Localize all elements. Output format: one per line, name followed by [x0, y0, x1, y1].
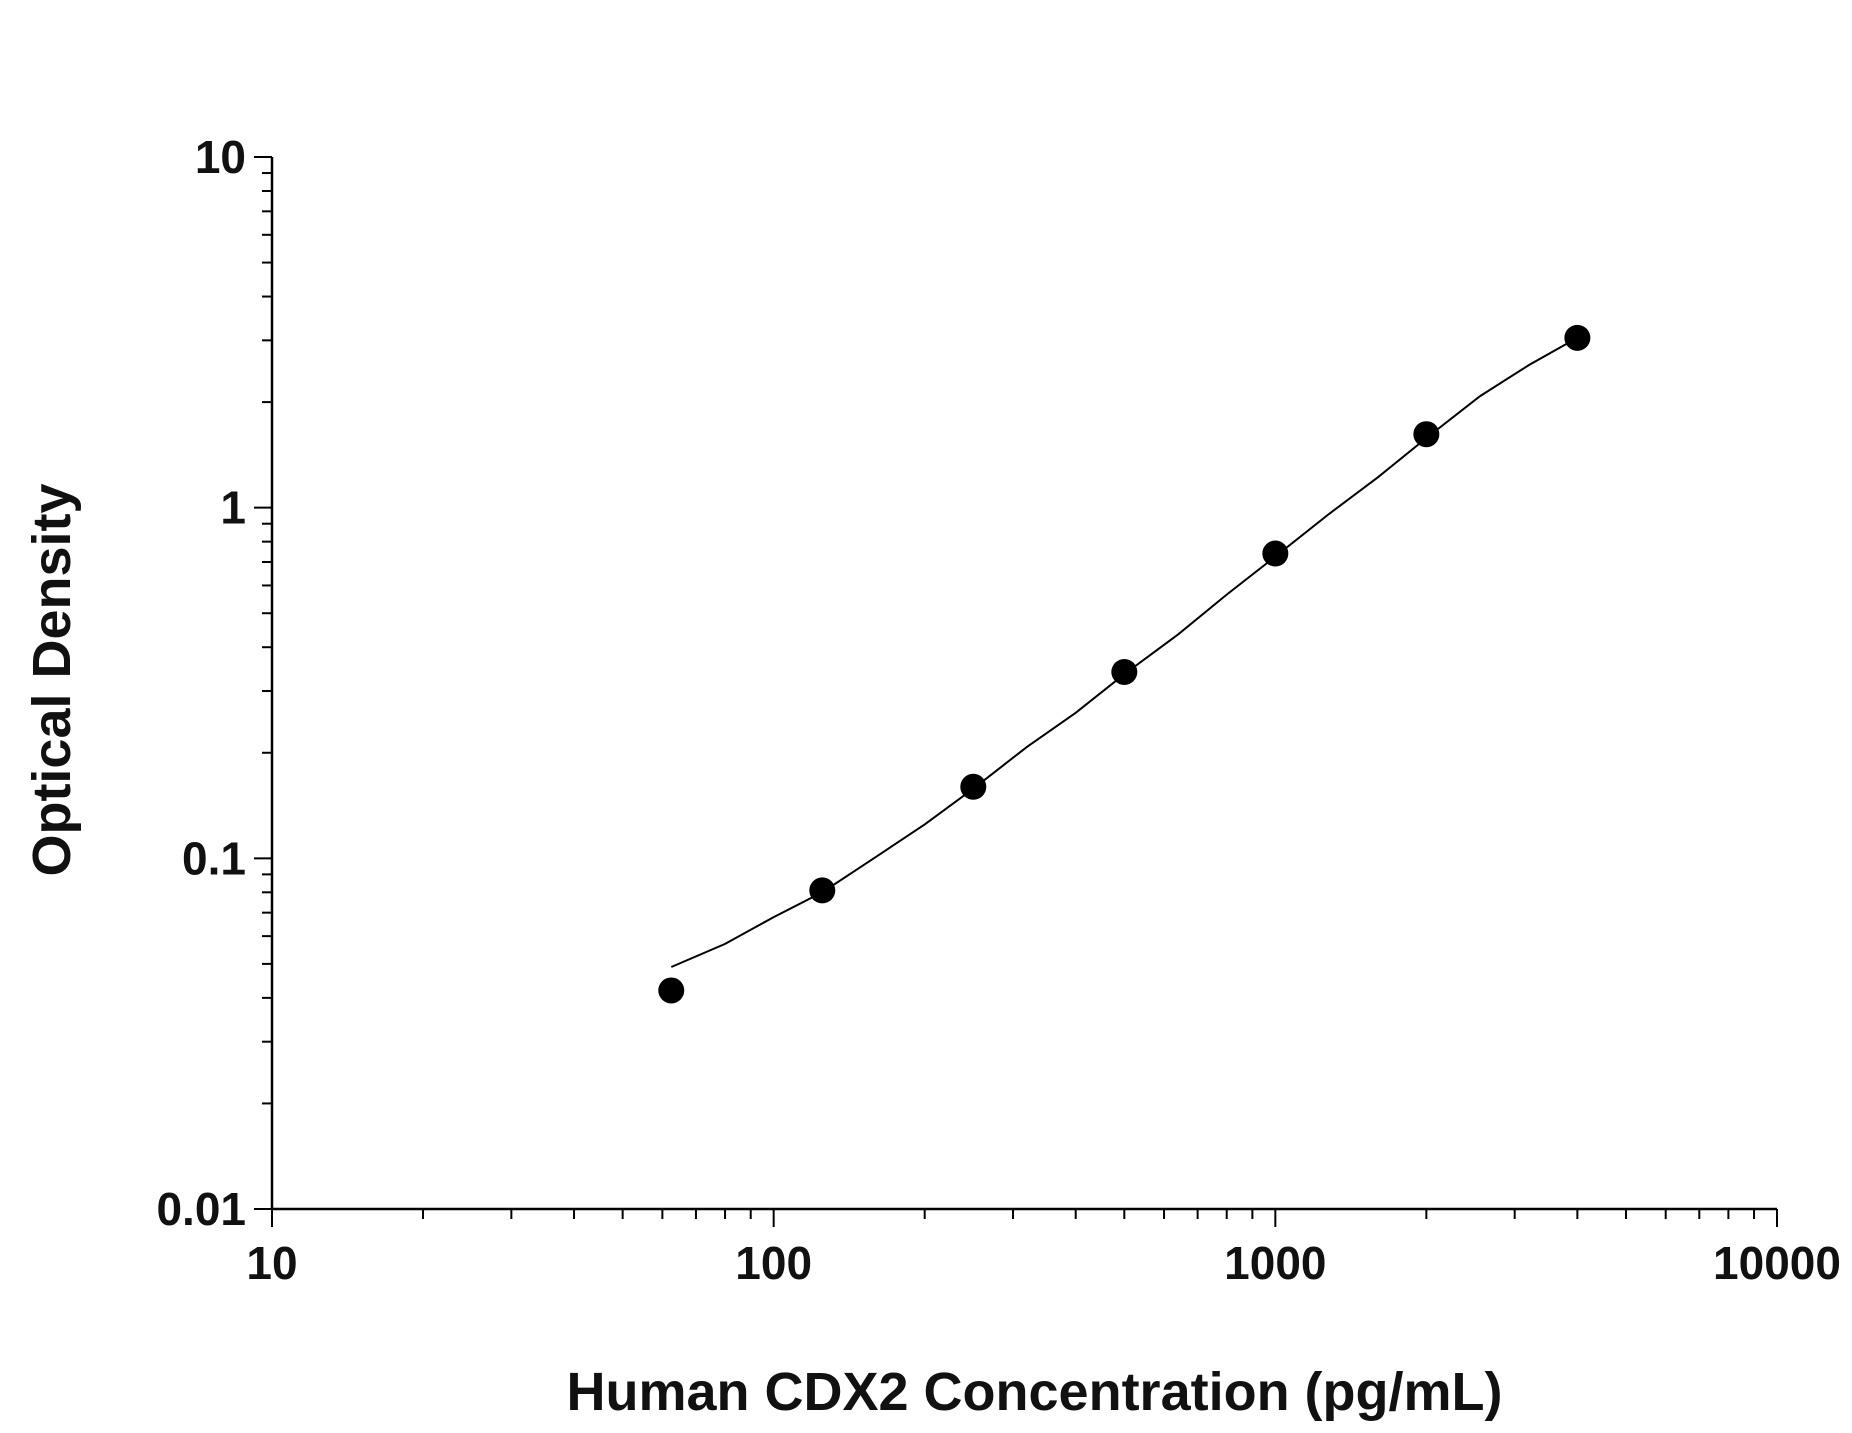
x-tick-label: 100	[735, 1237, 812, 1289]
axes: 10 100 1000 10000 0.01 0.1 1 10	[156, 131, 1840, 1289]
data-point	[658, 977, 685, 1004]
y-tick-label: 0.1	[182, 832, 246, 884]
data-point	[1413, 421, 1440, 448]
data-point	[960, 773, 987, 800]
x-axis-title: Human CDX2 Concentration (pg/mL)	[566, 1362, 1502, 1422]
fit-curve-layer	[670, 336, 1578, 968]
data-point	[1111, 658, 1138, 685]
x-tick-label: 10000	[1713, 1237, 1841, 1289]
data-point	[809, 877, 836, 904]
x-tick-label: 1000	[1224, 1237, 1326, 1289]
data-points-layer	[658, 324, 1591, 1004]
data-point	[1262, 540, 1289, 567]
x-tick-label: 10	[246, 1237, 297, 1289]
y-tick-label: 10	[195, 131, 246, 183]
data-point	[1564, 324, 1591, 351]
y-axis-title: Optical Density	[22, 483, 82, 876]
y-tick-label: 1	[220, 482, 246, 534]
fit-curve-line	[670, 336, 1578, 968]
y-tick-label: 0.01	[156, 1183, 246, 1235]
